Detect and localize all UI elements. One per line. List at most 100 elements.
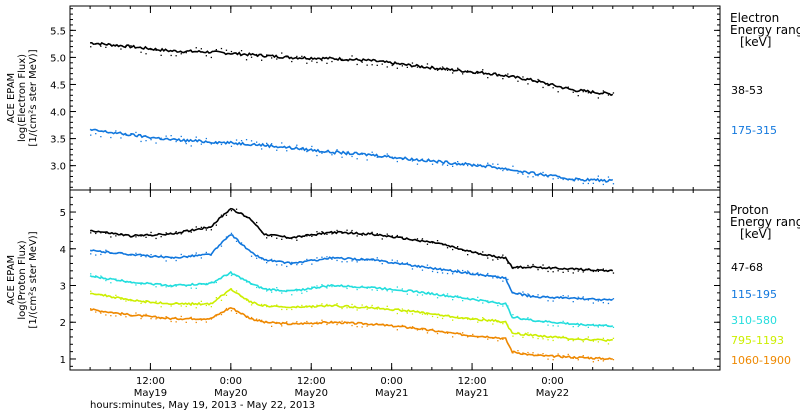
data-point bbox=[582, 355, 584, 357]
data-point bbox=[431, 66, 434, 68]
data-point bbox=[90, 273, 92, 275]
data-point bbox=[155, 300, 157, 302]
data-point bbox=[492, 163, 494, 165]
data-point bbox=[95, 232, 97, 235]
y-tick-label: 3.5 bbox=[50, 135, 66, 146]
data-point bbox=[497, 163, 499, 165]
data-point bbox=[532, 320, 534, 322]
data-point bbox=[150, 254, 152, 256]
data-point bbox=[311, 235, 313, 237]
data-point bbox=[512, 291, 514, 294]
data-point bbox=[326, 303, 328, 306]
data-point bbox=[271, 305, 273, 307]
data-point bbox=[351, 285, 353, 287]
data-point bbox=[245, 139, 248, 141]
data-point bbox=[205, 304, 207, 307]
data-point bbox=[220, 214, 223, 216]
data-point bbox=[296, 290, 298, 292]
data-point bbox=[215, 49, 217, 51]
data-point bbox=[612, 337, 615, 339]
data-point bbox=[341, 156, 343, 158]
data-point bbox=[406, 327, 408, 329]
data-point bbox=[371, 231, 373, 233]
data-point bbox=[165, 260, 167, 262]
data-point bbox=[477, 321, 479, 323]
data-point bbox=[331, 305, 333, 308]
data-point bbox=[462, 249, 464, 251]
data-point bbox=[175, 140, 177, 143]
data-point bbox=[326, 287, 328, 289]
data-point bbox=[100, 312, 102, 314]
data-point bbox=[331, 60, 333, 63]
x-tick-date: May20 bbox=[295, 388, 328, 399]
data-point bbox=[431, 242, 434, 244]
data-point bbox=[160, 236, 162, 238]
data-point bbox=[125, 300, 127, 302]
data-point bbox=[276, 287, 278, 289]
data-point bbox=[301, 55, 303, 57]
data-point bbox=[567, 86, 569, 88]
data-point bbox=[482, 317, 484, 319]
data-point bbox=[225, 275, 228, 277]
y-axis-label-line: log(Electron Flux) bbox=[17, 54, 28, 142]
data-point bbox=[411, 160, 414, 162]
data-point bbox=[582, 271, 584, 273]
data-point bbox=[462, 300, 464, 302]
data-point bbox=[110, 315, 112, 317]
data-point bbox=[336, 285, 338, 287]
data-point bbox=[200, 226, 202, 228]
data-point bbox=[230, 274, 233, 277]
data-point bbox=[165, 316, 167, 318]
data-point bbox=[587, 92, 589, 94]
data-point bbox=[230, 310, 233, 312]
data-point bbox=[170, 135, 172, 137]
data-point bbox=[276, 237, 278, 239]
data-point bbox=[492, 323, 494, 325]
data-point bbox=[597, 270, 599, 272]
data-point bbox=[321, 152, 323, 154]
data-point bbox=[446, 314, 449, 317]
data-point bbox=[261, 231, 263, 233]
data-point bbox=[371, 151, 373, 153]
data-point bbox=[547, 358, 549, 360]
data-point bbox=[266, 54, 268, 56]
data-point bbox=[240, 295, 243, 297]
data-point bbox=[477, 336, 479, 339]
data-point bbox=[286, 56, 288, 58]
data-point bbox=[406, 237, 408, 240]
data-point bbox=[95, 43, 97, 45]
data-point bbox=[386, 305, 388, 307]
data-point bbox=[522, 336, 524, 338]
data-point bbox=[562, 335, 564, 338]
data-point bbox=[110, 136, 112, 139]
data-point bbox=[286, 150, 288, 152]
data-point bbox=[306, 306, 308, 308]
data-point bbox=[276, 321, 278, 324]
data-point bbox=[517, 172, 519, 174]
data-point bbox=[517, 316, 519, 318]
series-line-795-1193 bbox=[89, 287, 613, 342]
data-point bbox=[376, 257, 378, 259]
data-point bbox=[301, 292, 303, 294]
data-point bbox=[326, 256, 328, 258]
data-point bbox=[331, 154, 333, 156]
data-point bbox=[562, 355, 564, 357]
data-point bbox=[90, 308, 92, 310]
data-point bbox=[537, 269, 539, 271]
data-point bbox=[356, 63, 358, 66]
data-point bbox=[180, 233, 182, 235]
data-point bbox=[261, 59, 263, 61]
data-point bbox=[245, 316, 248, 318]
data-point bbox=[592, 323, 594, 325]
legend-header-line: Energy ranges bbox=[730, 23, 800, 37]
data-point bbox=[145, 53, 147, 55]
data-point bbox=[150, 282, 152, 284]
data-point bbox=[180, 253, 182, 256]
data-point bbox=[562, 320, 564, 322]
data-point bbox=[361, 259, 363, 261]
data-point bbox=[366, 259, 368, 261]
data-point bbox=[301, 263, 303, 265]
y-tick-label: 5.0 bbox=[50, 53, 66, 64]
data-point bbox=[597, 359, 599, 362]
data-point bbox=[336, 323, 338, 326]
